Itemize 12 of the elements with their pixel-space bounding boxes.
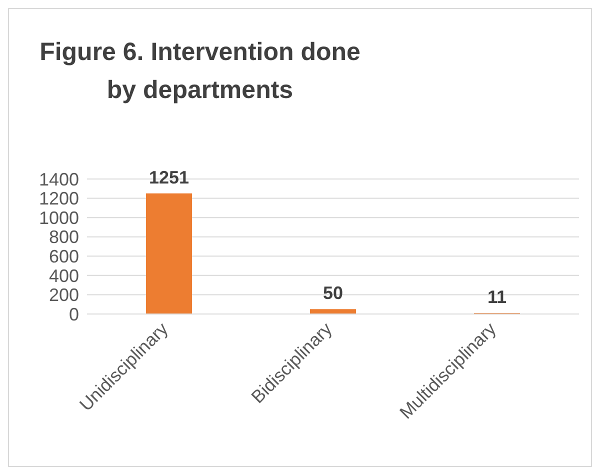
y-tick-label: 400: [48, 266, 79, 286]
y-tick-label: 600: [48, 246, 79, 267]
data-label: 11: [487, 286, 507, 307]
data-label: 1251: [148, 167, 190, 188]
y-tick-label: 200: [48, 285, 79, 306]
data-label: 50: [322, 283, 344, 304]
y-tick-label: 800: [48, 227, 79, 248]
chart-title: Figure 6. Intervention done by departments: [38, 37, 362, 106]
y-tick-label: 1400: [38, 169, 79, 190]
y-tick-label: 1200: [38, 188, 79, 209]
y-tick-label: 1000: [38, 208, 79, 228]
y-tick-label: 0: [68, 304, 79, 324]
